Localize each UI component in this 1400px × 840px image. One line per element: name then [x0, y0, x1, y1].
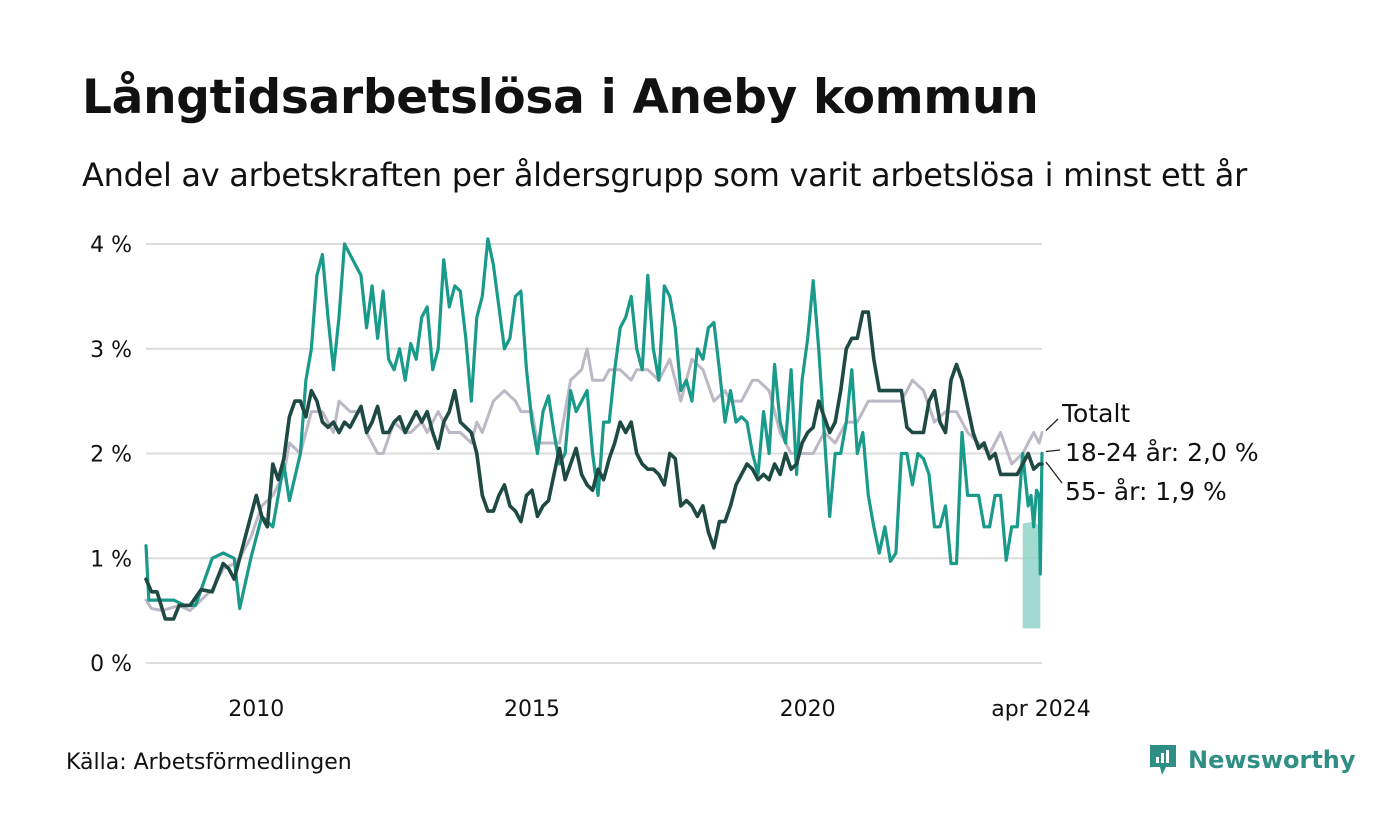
x-tick-label: 2015 [504, 697, 560, 722]
y-tick-label: 4 % [90, 233, 132, 258]
label-leader-line [1045, 461, 1063, 484]
brand-logo: Newsworthy [1148, 743, 1356, 777]
series-line-18-24 [144, 237, 1044, 611]
series-line-55-plus [144, 310, 1044, 621]
series-label-18-24: 18-24 år: 2,0 % [1065, 438, 1259, 467]
x-tick-label: 2010 [228, 697, 284, 722]
label-leader-line [1045, 418, 1059, 432]
label-leader-line [1045, 449, 1061, 453]
y-tick-label: 0 % [90, 652, 132, 677]
chart-subtitle: Andel av arbetskraften per åldersgrupp s… [82, 156, 1247, 194]
series-label-totalt: Totalt [1061, 399, 1130, 428]
y-tick-label: 3 % [90, 338, 132, 363]
x-tick-label: apr 2024 [991, 697, 1090, 722]
chart-title: Långtidsarbetslösa i Aneby kommun [82, 70, 1039, 125]
brand-name: Newsworthy [1188, 746, 1356, 774]
y-tick-label: 2 % [90, 443, 132, 468]
newsworthy-logo-icon [1150, 745, 1176, 775]
series-label-55-plus: 55- år: 1,9 % [1065, 477, 1227, 506]
x-tick-label: 2020 [780, 697, 836, 722]
uncertainty-band [1022, 521, 1041, 629]
source-note: Källa: Arbetsförmedlingen [66, 750, 352, 775]
series-line-totalt [144, 347, 1044, 613]
y-tick-label: 1 % [90, 547, 132, 572]
